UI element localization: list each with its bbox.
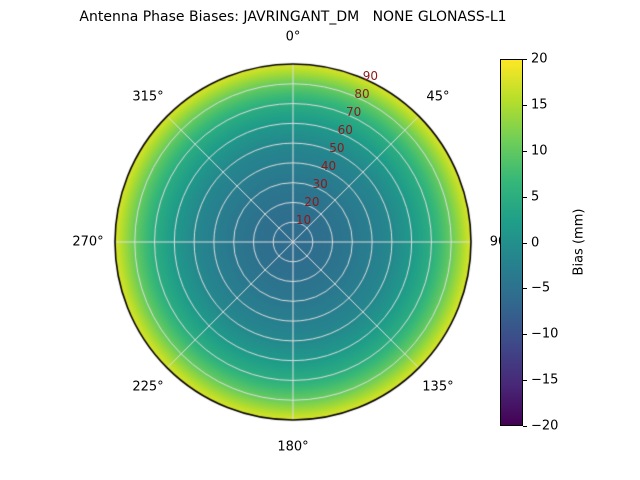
colorbar-tick-label: −20 — [531, 418, 559, 434]
colorbar-tick-mark — [523, 196, 527, 198]
r-label-90: 90 — [362, 69, 378, 84]
colorbar-tick-label: 20 — [531, 51, 548, 67]
chart-title: Antenna Phase Biases: JAVRINGANT_DM NONE… — [79, 9, 507, 25]
colorbar-tick-label: 15 — [531, 97, 548, 113]
colorbar-tick-label: −10 — [531, 326, 559, 342]
theta-label-0: 0° — [285, 29, 301, 45]
colorbar-tick-label: 10 — [531, 143, 548, 159]
colorbar-axis-label: Bias (mm) — [571, 208, 587, 276]
colorbar-tick-mark — [523, 288, 527, 290]
r-label-20: 20 — [304, 194, 320, 209]
theta-label-270: 270° — [72, 234, 104, 250]
colorbar-tick-mark — [523, 426, 527, 427]
theta-label-135: 135° — [422, 379, 454, 395]
colorbar-gradient — [500, 59, 523, 426]
r-label-60: 60 — [337, 122, 353, 137]
r-label-30: 30 — [312, 176, 328, 191]
theta-label-45: 45° — [426, 89, 450, 105]
r-label-10: 10 — [295, 212, 312, 227]
colorbar-tick-mark — [523, 150, 527, 152]
colorbar-tick-mark — [523, 242, 527, 244]
r-label-80: 80 — [354, 87, 370, 102]
colorbar-tick-label: −5 — [531, 280, 551, 296]
colorbar-tick-label: 0 — [531, 235, 540, 250]
colorbar-tick-mark — [523, 104, 527, 106]
colorbar-tick-mark — [523, 380, 527, 382]
theta-label-225: 225° — [132, 379, 164, 395]
r-label-50: 50 — [329, 140, 345, 155]
r-label-70: 70 — [345, 104, 362, 119]
colorbar-tick-mark — [523, 334, 527, 336]
r-label-40: 40 — [320, 158, 337, 173]
theta-label-180: 180° — [277, 439, 309, 455]
colorbar-tick-label: 5 — [531, 189, 540, 205]
theta-label-315: 315° — [132, 89, 164, 105]
colorbar — [500, 59, 523, 426]
colorbar-tick-mark — [523, 59, 527, 60]
colorbar-tick-label: −15 — [531, 372, 559, 388]
